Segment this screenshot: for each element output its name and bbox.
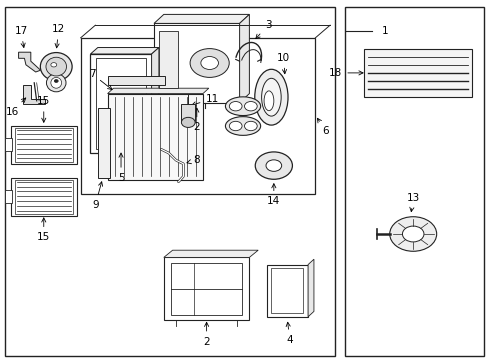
Polygon shape: [163, 250, 258, 257]
FancyBboxPatch shape: [96, 58, 145, 149]
FancyBboxPatch shape: [5, 138, 12, 150]
FancyBboxPatch shape: [98, 108, 110, 178]
FancyBboxPatch shape: [107, 76, 164, 85]
Text: 4: 4: [285, 322, 292, 345]
Text: 18: 18: [328, 68, 362, 78]
FancyBboxPatch shape: [271, 268, 303, 313]
FancyBboxPatch shape: [364, 49, 471, 97]
Ellipse shape: [46, 74, 66, 92]
FancyBboxPatch shape: [163, 257, 249, 320]
Ellipse shape: [254, 69, 287, 125]
FancyBboxPatch shape: [90, 54, 151, 153]
Text: 10: 10: [277, 53, 289, 74]
Circle shape: [54, 80, 58, 82]
Polygon shape: [90, 48, 159, 54]
Text: 2: 2: [203, 322, 209, 347]
Text: 17: 17: [14, 26, 28, 48]
Circle shape: [51, 63, 57, 67]
Polygon shape: [107, 88, 208, 94]
FancyBboxPatch shape: [159, 31, 178, 88]
Text: 15: 15: [37, 96, 50, 122]
Polygon shape: [239, 14, 249, 103]
Text: 12: 12: [52, 24, 65, 48]
Text: 1: 1: [381, 26, 387, 36]
Text: 16: 16: [5, 98, 26, 117]
Text: 7: 7: [88, 69, 112, 90]
Circle shape: [181, 117, 195, 127]
FancyBboxPatch shape: [11, 126, 77, 164]
Text: 8: 8: [186, 155, 200, 165]
Polygon shape: [23, 85, 45, 104]
Ellipse shape: [225, 97, 260, 116]
Circle shape: [402, 226, 423, 242]
FancyBboxPatch shape: [15, 128, 73, 162]
FancyBboxPatch shape: [344, 7, 483, 356]
Text: 2: 2: [193, 108, 200, 132]
Polygon shape: [154, 14, 249, 23]
Polygon shape: [19, 52, 41, 72]
Text: 5: 5: [118, 153, 124, 183]
Ellipse shape: [40, 53, 72, 81]
Ellipse shape: [46, 57, 66, 76]
Ellipse shape: [261, 78, 281, 116]
Polygon shape: [307, 259, 313, 317]
Circle shape: [244, 102, 257, 111]
Circle shape: [229, 102, 242, 111]
FancyBboxPatch shape: [181, 104, 195, 121]
FancyBboxPatch shape: [154, 23, 239, 103]
Circle shape: [244, 121, 257, 131]
Ellipse shape: [51, 77, 61, 88]
Circle shape: [229, 121, 242, 131]
Text: 15: 15: [37, 218, 50, 242]
FancyBboxPatch shape: [107, 94, 203, 180]
FancyBboxPatch shape: [171, 263, 242, 315]
Circle shape: [201, 57, 218, 69]
Text: 3: 3: [255, 20, 271, 39]
Text: 6: 6: [317, 118, 329, 136]
Text: 9: 9: [92, 182, 102, 210]
FancyBboxPatch shape: [266, 265, 307, 317]
Polygon shape: [151, 48, 159, 153]
Circle shape: [255, 152, 292, 179]
Circle shape: [265, 160, 281, 171]
FancyBboxPatch shape: [15, 180, 73, 214]
Ellipse shape: [264, 91, 273, 111]
Circle shape: [190, 49, 229, 77]
Text: 14: 14: [266, 184, 280, 206]
Ellipse shape: [225, 117, 260, 135]
FancyBboxPatch shape: [5, 190, 12, 203]
FancyBboxPatch shape: [5, 7, 334, 356]
Text: 11: 11: [191, 94, 218, 106]
Circle shape: [389, 217, 436, 251]
Text: 13: 13: [406, 193, 419, 212]
FancyBboxPatch shape: [11, 178, 77, 216]
